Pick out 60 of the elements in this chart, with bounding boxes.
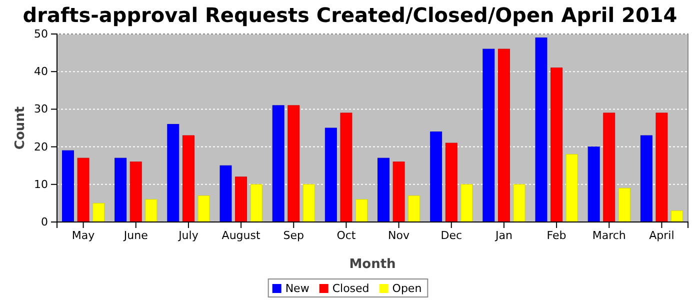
bar (498, 48, 510, 222)
bar (77, 158, 90, 222)
legend-label: Open (392, 282, 422, 295)
bar (618, 188, 630, 222)
bar (324, 128, 337, 222)
bar (167, 124, 180, 222)
x-tick-label: Dec (440, 228, 462, 242)
x-axis-title: Month (349, 257, 396, 272)
bar (566, 154, 578, 222)
x-tick-label: June (122, 228, 148, 242)
x-tick-label: July (178, 228, 199, 242)
x-tick-label: May (72, 228, 96, 242)
bar (182, 135, 194, 222)
bar (378, 158, 390, 222)
x-tick-label: Oct (336, 228, 356, 242)
bar (130, 162, 142, 222)
bar (513, 184, 526, 222)
y-axis-title: Count (13, 106, 28, 150)
x-tick-label: Feb (546, 228, 566, 242)
bar (198, 195, 210, 222)
x-tick-label: April (649, 228, 674, 242)
bar (460, 184, 473, 222)
bar (430, 132, 442, 222)
bar (356, 199, 368, 222)
y-tick-label: 30 (34, 102, 48, 116)
bar (235, 176, 248, 222)
legend-label: New (285, 282, 310, 295)
y-tick-label: 40 (34, 65, 48, 78)
bar (220, 165, 232, 222)
bar (145, 199, 158, 222)
y-tick-label: 0 (41, 216, 48, 229)
bar (588, 146, 600, 222)
x-tick-label: Jan (494, 228, 512, 242)
bar (671, 210, 683, 222)
bar (114, 158, 127, 222)
bar (445, 142, 458, 222)
bar (62, 150, 74, 222)
chart-title: drafts-approval Requests Created/Closed/Open April 2014 (22, 3, 678, 27)
bar (535, 38, 548, 222)
x-tick-label: March (592, 228, 626, 242)
bar (550, 68, 563, 222)
x-tick-label: Nov (388, 228, 410, 242)
y-tick-label: 10 (34, 178, 48, 191)
bar (340, 112, 352, 222)
x-tick-label: Sep (283, 228, 304, 242)
bar (640, 135, 652, 222)
bar (92, 202, 105, 222)
bar (482, 48, 495, 222)
bar (603, 112, 616, 222)
legend-label: Closed (332, 282, 370, 295)
y-tick-label: 20 (34, 140, 48, 154)
bar (656, 112, 668, 222)
y-tick-label: 50 (34, 28, 48, 41)
bar (392, 162, 405, 222)
bar (288, 105, 300, 222)
bar (408, 195, 420, 222)
x-tick-label: August (222, 228, 261, 242)
bar (250, 184, 262, 222)
bar (272, 105, 284, 222)
bar (302, 184, 315, 222)
